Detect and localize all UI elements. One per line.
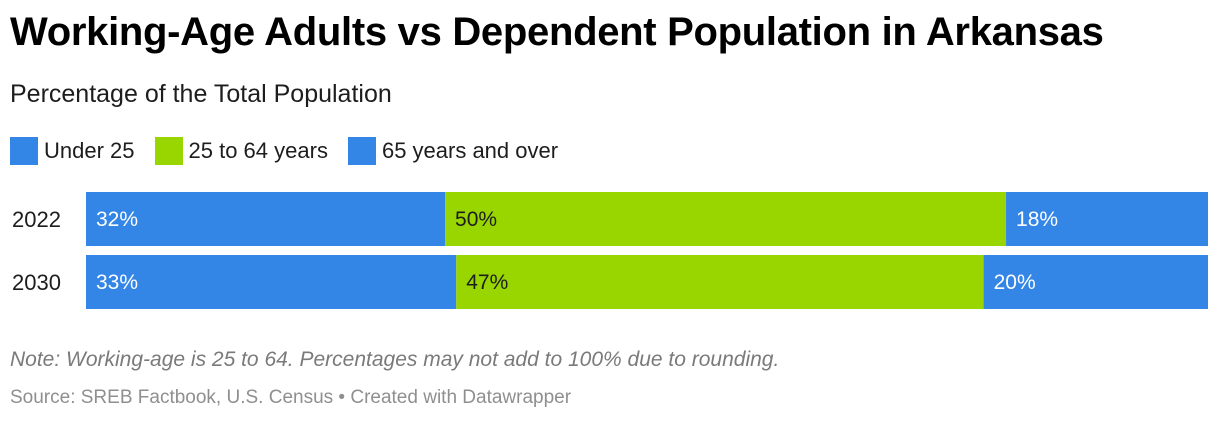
chart-source: Source: SREB Factbook, U.S. Census • Cre… — [10, 387, 572, 408]
chart-note: Note: Working-age is 25 to 64. Percentag… — [10, 348, 780, 371]
bar-segment-2022-65-years-and-over — [1006, 192, 1208, 246]
legend-label-65-and-over: 65 years and over — [381, 138, 559, 163]
category-label-2030: 2030 — [12, 270, 61, 295]
category-label-2022: 2022 — [12, 207, 61, 232]
bar-segment-2030-25-to-64-years — [456, 255, 984, 309]
bar-segment-2030-under-25 — [86, 255, 457, 309]
bar-segment-2030-65-years-and-over — [983, 255, 1208, 309]
bar-segment-2022-25-to-64-years — [445, 192, 1007, 246]
data-label-2030-25-to-64-years: 47% — [466, 271, 508, 294]
bar-segment-2022-under-25 — [86, 192, 446, 246]
data-label-2022-65-years-and-over: 18% — [1016, 208, 1058, 231]
chart-title: Working-Age Adults vs Dependent Populati… — [10, 10, 1104, 54]
legend-swatch-under-25 — [10, 137, 38, 165]
legend-swatch-25-to-64 — [154, 137, 183, 165]
data-label-2030-65-years-and-over: 20% — [994, 271, 1036, 294]
data-label-2022-under-25: 32% — [96, 208, 138, 231]
data-label-2022-25-to-64-years: 50% — [455, 208, 497, 231]
legend-swatch-65-and-over — [347, 137, 376, 165]
legend-label-under-25: Under 25 — [44, 138, 135, 163]
legend-item-25-to-64: 25 to 64 years — [154, 137, 328, 165]
legend-item-under-25: Under 25 — [10, 137, 135, 165]
chart-subtitle: Percentage of the Total Population — [10, 80, 392, 108]
legend-item-65-and-over: 65 years and over — [347, 137, 559, 165]
legend-label-25-to-64: 25 to 64 years — [188, 138, 328, 163]
stacked-bar-chart: 2022 32% 50% 18% 2030 33% 47% 20% — [12, 192, 1208, 309]
legend: Under 25 25 to 64 years 65 years and ove… — [10, 136, 578, 166]
data-label-2030-under-25: 33% — [96, 271, 138, 294]
